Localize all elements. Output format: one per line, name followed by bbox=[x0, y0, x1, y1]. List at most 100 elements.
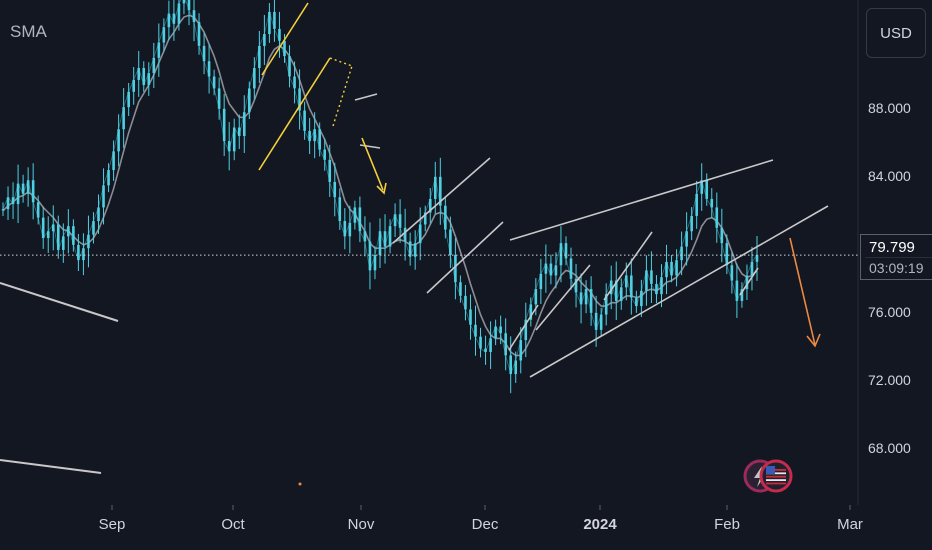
candle-body bbox=[293, 76, 296, 89]
candle-body bbox=[534, 289, 538, 305]
candle-body bbox=[403, 227, 407, 242]
us-flag-icon bbox=[766, 469, 786, 471]
candle-body bbox=[127, 91, 130, 108]
wedge-upper-line bbox=[392, 157, 491, 244]
candle-body bbox=[328, 159, 332, 182]
currency-button[interactable]: USD bbox=[866, 8, 926, 58]
candle-body bbox=[222, 108, 226, 142]
orange-dot bbox=[298, 482, 302, 486]
us-flag-icon bbox=[766, 472, 786, 475]
candle-body bbox=[313, 129, 316, 142]
candle-body bbox=[187, 0, 191, 11]
candle-body bbox=[695, 193, 698, 216]
candle-body bbox=[36, 202, 40, 218]
candle-body bbox=[715, 207, 719, 228]
candle-body bbox=[167, 13, 171, 28]
candle-body bbox=[464, 295, 467, 310]
us-flag-icon bbox=[766, 479, 786, 481]
candle-body bbox=[31, 180, 35, 203]
candle-body bbox=[640, 290, 643, 307]
candle-body bbox=[559, 243, 563, 266]
candle-body bbox=[725, 243, 729, 266]
candle-body bbox=[675, 260, 678, 276]
candle-body bbox=[82, 248, 85, 261]
candle-body bbox=[383, 231, 387, 247]
candle-body bbox=[474, 324, 477, 337]
candle-body bbox=[730, 265, 734, 281]
indicator-label[interactable]: SMA bbox=[10, 22, 47, 41]
candle-body bbox=[579, 292, 583, 305]
candle-body bbox=[41, 217, 45, 239]
candle-body bbox=[408, 241, 412, 257]
candle-body bbox=[433, 176, 437, 199]
candle-body bbox=[137, 68, 141, 80]
candle-body bbox=[635, 297, 638, 307]
candle-body bbox=[544, 263, 548, 274]
candle-body bbox=[308, 130, 311, 142]
candle-body bbox=[237, 127, 241, 137]
candle-body bbox=[454, 255, 457, 283]
candle-body bbox=[539, 273, 543, 290]
candle-body bbox=[6, 197, 10, 210]
candle-body bbox=[358, 207, 362, 232]
candle-body bbox=[594, 312, 598, 330]
candle-body bbox=[740, 289, 744, 301]
candle-body bbox=[268, 11, 271, 35]
candle-body bbox=[614, 280, 618, 301]
candle-body bbox=[439, 176, 442, 206]
candle-body bbox=[524, 319, 528, 341]
trendline-left-upper bbox=[0, 282, 119, 322]
candle-body bbox=[569, 258, 573, 279]
mini-channel-line bbox=[739, 267, 759, 296]
candle-body bbox=[514, 360, 518, 375]
channel-lower-line bbox=[529, 205, 829, 378]
candle-body bbox=[755, 255, 759, 262]
candle-body bbox=[157, 42, 161, 58]
wedge-lower-line bbox=[426, 221, 504, 294]
candle-body bbox=[11, 197, 15, 205]
yellow-dotted-line bbox=[332, 65, 353, 127]
yellow-arrow-shaft bbox=[361, 137, 384, 191]
candle-body bbox=[413, 243, 417, 257]
candle-body bbox=[227, 141, 231, 152]
candle-body bbox=[353, 207, 357, 223]
candle-body bbox=[273, 11, 276, 29]
x-tick-label: Feb bbox=[714, 516, 740, 533]
candle-body bbox=[484, 348, 487, 352]
candle-body bbox=[489, 338, 492, 352]
x-tick-label: Sep bbox=[98, 516, 126, 533]
box-line bbox=[359, 144, 381, 149]
candle-body bbox=[584, 289, 588, 305]
candle-body bbox=[102, 185, 105, 208]
mini-channel-line bbox=[603, 231, 653, 301]
x-tick-label: Oct bbox=[221, 516, 245, 533]
candle-body bbox=[338, 197, 342, 222]
box-line bbox=[354, 93, 378, 101]
candle-body bbox=[283, 40, 286, 57]
trendline-left-lower bbox=[0, 459, 102, 474]
candle-body bbox=[278, 28, 281, 41]
candle-body bbox=[509, 355, 512, 375]
candle-body bbox=[529, 304, 533, 320]
candle-body bbox=[589, 289, 593, 313]
candle-body bbox=[700, 180, 704, 194]
candle-body bbox=[248, 88, 251, 113]
candle-body bbox=[288, 56, 291, 77]
candle-body bbox=[423, 212, 427, 225]
candle-body bbox=[655, 283, 658, 295]
candle-body bbox=[117, 129, 120, 152]
candle-body bbox=[1, 209, 5, 211]
us-flag-icon bbox=[766, 482, 786, 485]
candle-body bbox=[680, 246, 683, 261]
candle-body bbox=[499, 326, 502, 334]
candle-body bbox=[373, 255, 377, 271]
candle-body bbox=[459, 282, 462, 296]
candle-body bbox=[162, 27, 166, 43]
orange-arrow-head bbox=[806, 333, 821, 348]
candle-body bbox=[720, 227, 724, 244]
candle-body bbox=[504, 333, 507, 356]
candle-body bbox=[388, 226, 392, 247]
yellow-channel-lower bbox=[258, 57, 331, 171]
candle-body bbox=[72, 226, 75, 245]
